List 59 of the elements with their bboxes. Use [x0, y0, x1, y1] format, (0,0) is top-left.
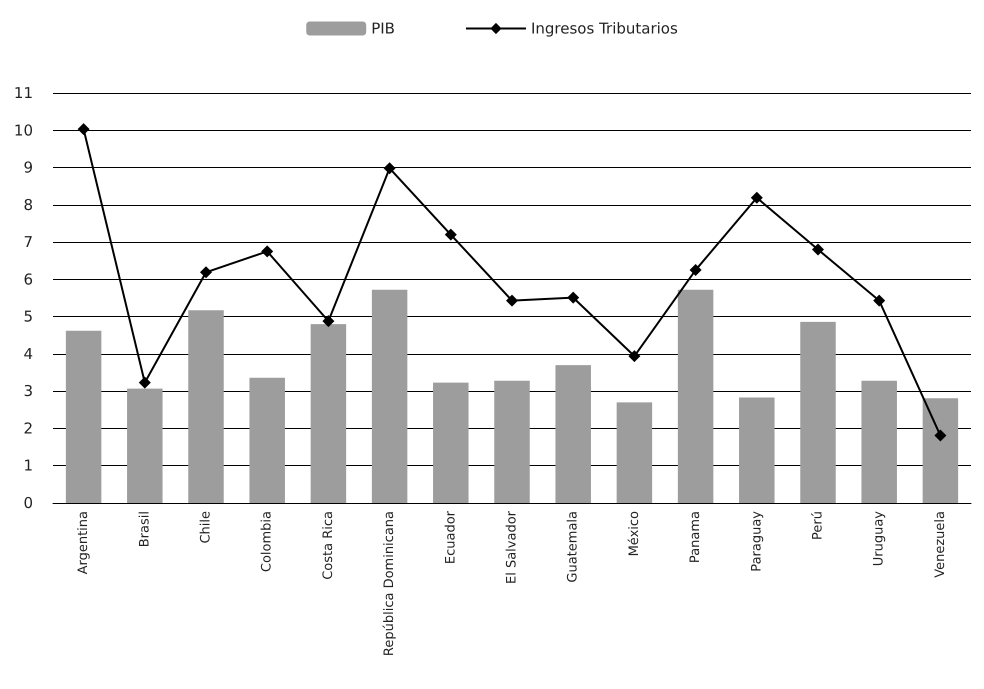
y-tick-label: 8	[23, 196, 33, 214]
y-tick-label: 7	[23, 233, 33, 252]
x-tick-label: Venezuela	[932, 511, 948, 578]
x-tick-label: Panama	[688, 511, 704, 564]
x-tick-label: Uruguay	[872, 510, 887, 566]
y-tick-label: 5	[23, 308, 33, 326]
point	[750, 192, 763, 204]
bar	[127, 388, 163, 503]
point	[322, 315, 334, 328]
point	[873, 294, 886, 307]
y-tick-label: 4	[23, 344, 33, 363]
y-tick-label: 10	[14, 121, 33, 140]
x-tick-label: Perú	[810, 511, 826, 540]
point	[200, 266, 212, 278]
bar	[433, 382, 469, 503]
bar	[800, 322, 836, 503]
y-tick-label: 0	[23, 494, 33, 512]
bar	[494, 380, 530, 503]
x-tick-label: Guatemala	[566, 511, 581, 583]
x-tick-label: Ecuador	[443, 510, 458, 564]
point	[138, 376, 151, 389]
y-tick-label: 1	[23, 456, 33, 475]
x-tick-label: República Dominicana	[382, 511, 398, 656]
y-tick-label: 11	[14, 84, 33, 102]
x-tick-label: Argentina	[76, 511, 92, 574]
bar	[372, 290, 408, 503]
legend-label: Ingresos Tributarios	[530, 20, 678, 38]
x-tick-label: El Salvador	[504, 510, 520, 584]
point	[567, 292, 580, 304]
point	[384, 162, 396, 174]
point	[628, 350, 640, 362]
bar	[188, 310, 224, 503]
point	[812, 244, 824, 256]
x-tick-label: Chile	[198, 511, 214, 544]
y-tick-label: 2	[23, 419, 33, 438]
point	[690, 264, 702, 276]
bar	[861, 380, 897, 503]
bar	[616, 402, 652, 503]
point	[78, 123, 90, 136]
bar	[678, 290, 714, 503]
x-tick-label: Colombia	[260, 511, 275, 572]
x-tick-label: Costa Rica	[320, 511, 336, 580]
y-tick-label: 6	[23, 270, 33, 288]
bar	[739, 398, 775, 503]
point	[506, 294, 518, 307]
bar	[310, 324, 346, 503]
bar	[66, 330, 102, 503]
x-tick-label: Brasil	[137, 511, 152, 548]
y-tick-label: 3	[23, 382, 33, 400]
point	[934, 430, 946, 442]
bar	[922, 398, 958, 503]
x-tick-label: Paraguay	[749, 510, 764, 572]
x-tick-label: México	[626, 510, 642, 556]
point	[261, 245, 274, 258]
legend-label: PIB	[371, 20, 395, 38]
y-tick-label: 9	[23, 158, 33, 177]
bar	[555, 365, 591, 503]
point	[444, 228, 457, 241]
bar	[249, 378, 285, 503]
